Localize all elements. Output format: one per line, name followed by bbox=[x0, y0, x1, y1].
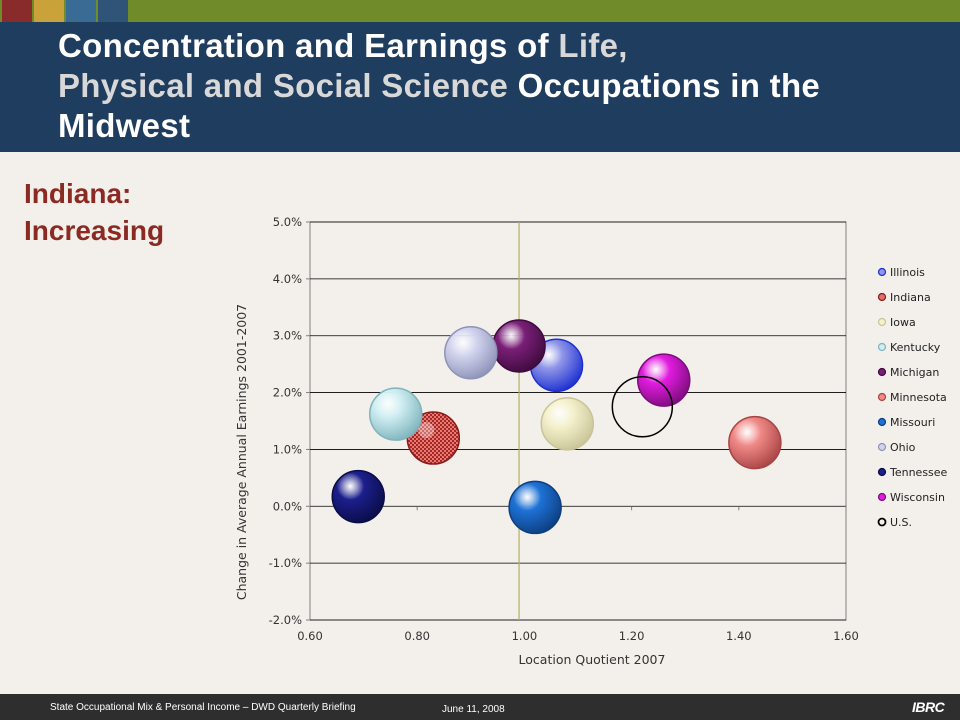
x-axis-title: Location Quotient 2007 bbox=[519, 652, 666, 667]
legend-label: Michigan bbox=[890, 366, 939, 379]
bubble-us bbox=[611, 376, 674, 438]
title-text-1: Concentration and Earnings of bbox=[58, 27, 559, 64]
legend-marker bbox=[877, 292, 887, 302]
title-highlight-1: Life, bbox=[558, 27, 628, 64]
x-tick-label: 0.80 bbox=[404, 629, 430, 643]
top-accent-square-2 bbox=[34, 0, 64, 22]
slide-title: Concentration and Earnings of Life, Physi… bbox=[58, 26, 938, 146]
top-accent-bar bbox=[0, 0, 960, 22]
y-tick-label: 4.0% bbox=[273, 272, 302, 286]
bubble-ohio bbox=[444, 326, 498, 380]
title-banner bbox=[0, 22, 960, 152]
bubble-iowa bbox=[540, 397, 595, 451]
top-accent-square-3 bbox=[66, 0, 96, 22]
legend-marker bbox=[877, 467, 887, 477]
subtitle-line-2: Increasing bbox=[24, 215, 165, 246]
legend-label: Missouri bbox=[890, 416, 935, 429]
subtitle-line-1: Indiana: bbox=[24, 178, 132, 209]
legend-marker bbox=[877, 442, 887, 452]
x-tick-label: 1.00 bbox=[512, 629, 538, 643]
y-tick-label: 1.0% bbox=[273, 442, 302, 456]
legend-marker bbox=[877, 492, 887, 502]
y-tick-label: -1.0% bbox=[269, 556, 302, 570]
top-accent-square-4 bbox=[98, 0, 128, 22]
bubble-minnesota bbox=[728, 415, 782, 470]
legend-marker bbox=[877, 342, 887, 352]
title-highlight-2: Physical and Social Science bbox=[58, 67, 509, 104]
footer-bar: State Occupational Mix & Personal Income… bbox=[0, 694, 960, 720]
bubble-missouri bbox=[508, 480, 562, 535]
legend-marker bbox=[877, 367, 887, 377]
legend-label: Tennessee bbox=[889, 466, 948, 479]
bubble-tennessee bbox=[331, 469, 385, 524]
footer-date: June 11, 2008 bbox=[442, 704, 505, 715]
legend-marker bbox=[877, 317, 887, 327]
y-tick-label: 0.0% bbox=[273, 499, 302, 513]
y-axis-title: Change in Average Annual Earnings 2001-2… bbox=[234, 304, 249, 600]
x-tick-label: 0.60 bbox=[297, 629, 323, 643]
bubble-michigan bbox=[492, 319, 546, 373]
top-accent-square-1 bbox=[2, 0, 32, 22]
title-text-2: Occupations in the Midwest bbox=[58, 67, 821, 144]
legend-label: Indiana bbox=[890, 291, 931, 304]
legend-marker bbox=[877, 392, 887, 402]
legend-marker bbox=[877, 417, 887, 427]
bubble-kentucky bbox=[369, 387, 423, 441]
legend-label: U.S. bbox=[890, 516, 912, 529]
legend-marker bbox=[877, 267, 887, 277]
bubble-highlight bbox=[418, 422, 435, 439]
y-tick-label: 5.0% bbox=[273, 215, 302, 229]
y-tick-label: 2.0% bbox=[273, 386, 302, 400]
legend-label: Ohio bbox=[890, 441, 916, 454]
y-tick-label: 3.0% bbox=[273, 329, 302, 343]
footer-left-text: State Occupational Mix & Personal Income… bbox=[50, 702, 356, 713]
x-tick-label: 1.20 bbox=[619, 629, 645, 643]
scatter-chart: -2.0% -1.0% 0.0% 1.0% 2.0% 3.0% 4.0% 5.0% 0.60 0.… bbox=[220, 208, 960, 674]
legend-label: Iowa bbox=[890, 316, 916, 329]
legend-label: Illinois bbox=[890, 266, 925, 279]
slide-subtitle: Indiana: Increasing bbox=[24, 175, 164, 249]
y-tick-label: -2.0% bbox=[269, 613, 302, 627]
x-tick-label: 1.60 bbox=[833, 629, 859, 643]
bubble-wisconsin bbox=[637, 353, 691, 407]
legend-label: Kentucky bbox=[890, 341, 941, 354]
legend-label: Minnesota bbox=[890, 391, 947, 404]
x-tick-label: 1.40 bbox=[726, 629, 752, 643]
legend-marker bbox=[877, 517, 887, 527]
ibrc-logo: IBRC bbox=[912, 699, 945, 715]
legend-label: Wisconsin bbox=[890, 491, 945, 504]
